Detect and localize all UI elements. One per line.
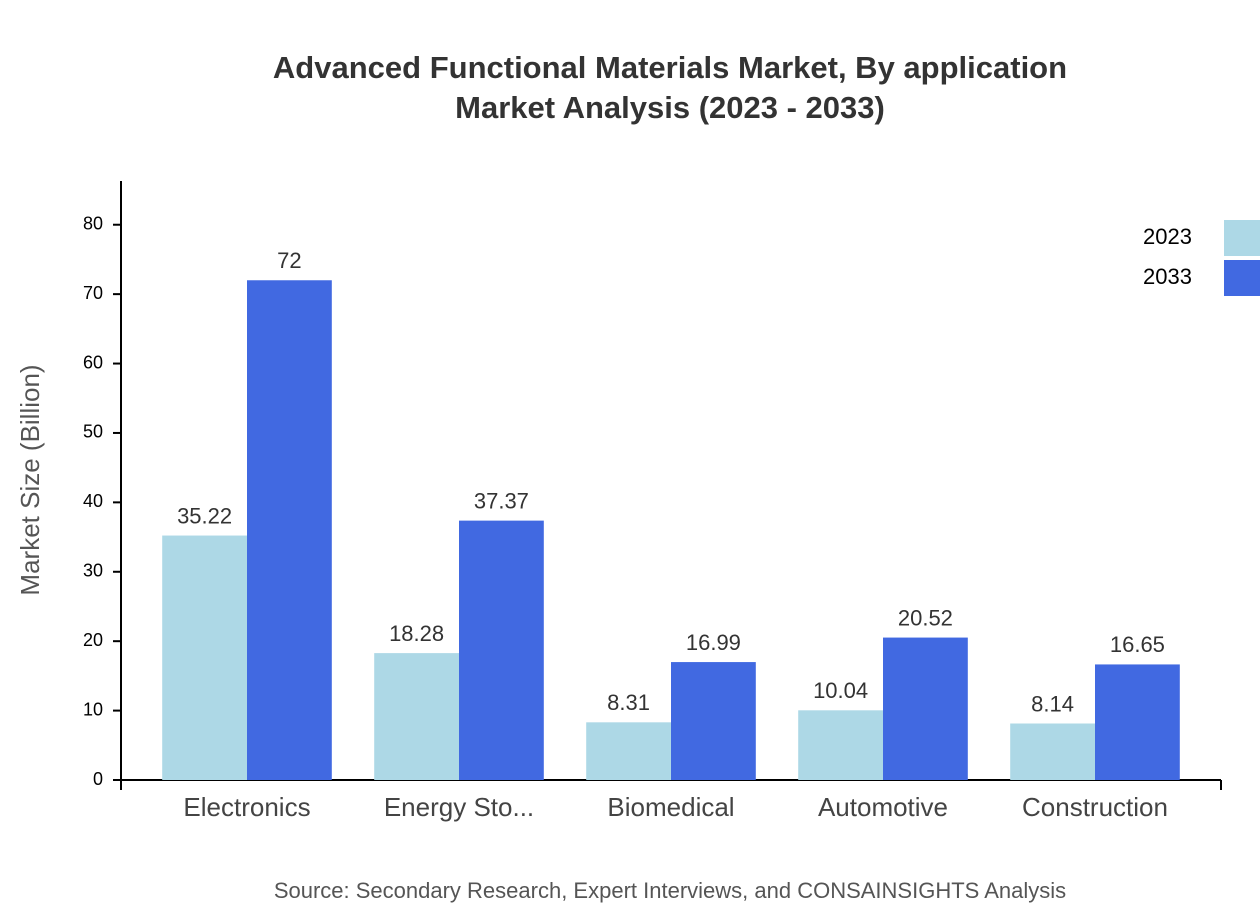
y-tick-label: 40 — [83, 491, 103, 511]
x-tick-label: Automotive — [818, 792, 948, 822]
chart-subtitle: Market Analysis (2023 - 2033) — [455, 90, 885, 125]
value-label: 8.31 — [607, 690, 650, 715]
chart-title: Advanced Functional Materials Market, By… — [273, 50, 1067, 85]
value-label: 72 — [277, 248, 301, 273]
value-label: 18.28 — [389, 621, 444, 646]
y-axis-label: Market Size (Billion) — [15, 364, 45, 595]
x-tick-label: Energy Sto... — [384, 792, 534, 822]
bar — [1010, 723, 1095, 780]
x-tick-label: Electronics — [183, 792, 310, 822]
value-label: 20.52 — [898, 605, 953, 630]
y-tick-label: 20 — [83, 630, 103, 650]
bar — [671, 662, 756, 780]
legend-label: 2033 — [1143, 264, 1192, 289]
bar — [883, 637, 968, 780]
y-tick-label: 60 — [83, 352, 103, 372]
bar — [798, 710, 883, 780]
value-label: 10.04 — [813, 678, 868, 703]
y-tick-label: 0 — [93, 769, 103, 789]
bar — [247, 280, 332, 780]
value-label: 37.37 — [474, 488, 529, 513]
bar — [1095, 664, 1180, 780]
x-tick-label: Biomedical — [607, 792, 734, 822]
y-tick-label: 30 — [83, 561, 103, 581]
bar — [162, 535, 247, 780]
y-tick-label: 50 — [83, 422, 103, 442]
y-tick-label: 10 — [83, 699, 103, 719]
bar — [459, 520, 544, 780]
legend-swatch — [1224, 260, 1260, 296]
value-label: 16.99 — [686, 630, 741, 655]
y-tick-label: 70 — [83, 283, 103, 303]
bar — [586, 722, 671, 780]
value-label: 16.65 — [1110, 632, 1165, 657]
legend-label: 2023 — [1143, 224, 1192, 249]
x-tick-label: Construction — [1022, 792, 1168, 822]
legend-swatch — [1224, 220, 1260, 256]
bar — [374, 653, 459, 780]
value-label: 8.14 — [1031, 691, 1074, 716]
value-label: 35.22 — [177, 503, 232, 528]
source-note: Source: Secondary Research, Expert Inter… — [274, 878, 1066, 903]
y-tick-label: 80 — [83, 213, 103, 233]
